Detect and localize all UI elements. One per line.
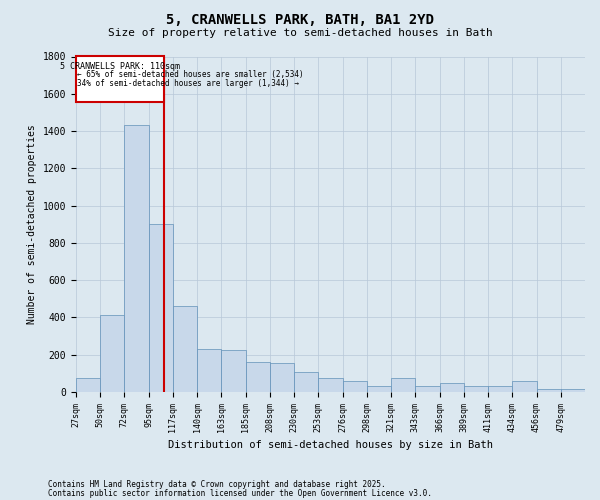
Bar bbox=[512, 381, 536, 392]
Bar bbox=[245, 362, 270, 392]
Bar bbox=[318, 378, 343, 392]
Bar bbox=[149, 224, 173, 392]
X-axis label: Distribution of semi-detached houses by size in Bath: Distribution of semi-detached houses by … bbox=[168, 440, 493, 450]
Bar bbox=[415, 386, 440, 392]
Text: Contains public sector information licensed under the Open Government Licence v3: Contains public sector information licen… bbox=[48, 489, 432, 498]
Text: 34% of semi-detached houses are larger (1,344) →: 34% of semi-detached houses are larger (… bbox=[77, 79, 299, 88]
Bar bbox=[536, 389, 561, 392]
Bar bbox=[464, 386, 488, 392]
Bar bbox=[76, 378, 100, 392]
Text: Size of property relative to semi-detached houses in Bath: Size of property relative to semi-detach… bbox=[107, 28, 493, 38]
Bar bbox=[343, 381, 367, 392]
Bar bbox=[367, 386, 391, 392]
Bar bbox=[76, 56, 164, 102]
Text: Contains HM Land Registry data © Crown copyright and database right 2025.: Contains HM Land Registry data © Crown c… bbox=[48, 480, 386, 489]
Bar bbox=[221, 350, 245, 392]
Text: 5 CRANWELLS PARK: 110sqm: 5 CRANWELLS PARK: 110sqm bbox=[60, 62, 180, 70]
Bar bbox=[294, 372, 318, 392]
Bar bbox=[100, 314, 124, 392]
Bar bbox=[561, 389, 585, 392]
Bar bbox=[391, 378, 415, 392]
Bar bbox=[124, 126, 149, 392]
Bar bbox=[173, 306, 197, 392]
Text: 5, CRANWELLS PARK, BATH, BA1 2YD: 5, CRANWELLS PARK, BATH, BA1 2YD bbox=[166, 12, 434, 26]
Bar bbox=[270, 363, 294, 392]
Y-axis label: Number of semi-detached properties: Number of semi-detached properties bbox=[27, 124, 37, 324]
Text: ← 65% of semi-detached houses are smaller (2,534): ← 65% of semi-detached houses are smalle… bbox=[77, 70, 304, 80]
Bar bbox=[440, 382, 464, 392]
Bar bbox=[197, 349, 221, 392]
Bar bbox=[488, 386, 512, 392]
